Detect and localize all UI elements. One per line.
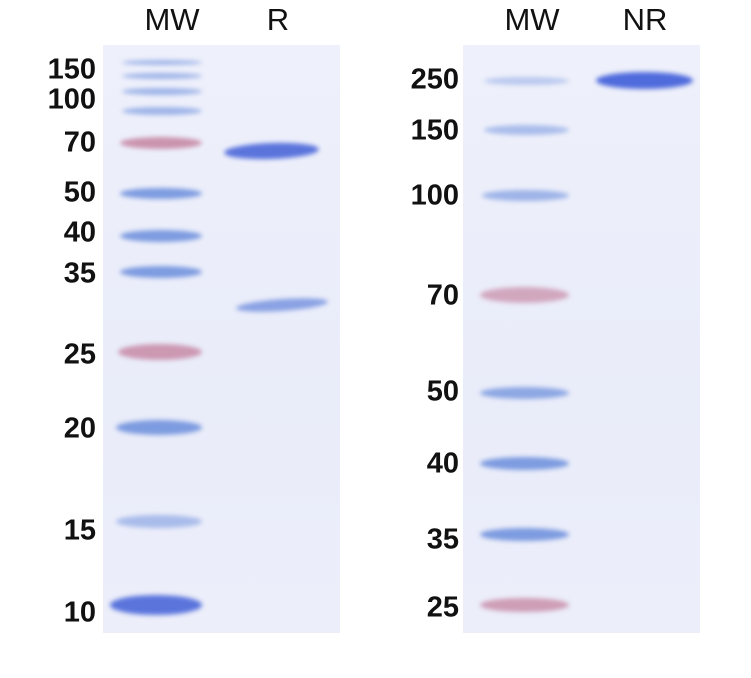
mw-label: 40: [63, 216, 96, 249]
ladder-band-20: [116, 420, 202, 435]
ladder-band-70: [480, 287, 569, 303]
mw-label: 250: [410, 63, 459, 96]
mw-label: 70: [426, 279, 459, 312]
ladder-band-15: [116, 515, 202, 528]
mw-label: 10: [63, 596, 96, 629]
mw-label: 15: [63, 514, 96, 547]
mw-label: 50: [63, 176, 96, 209]
ladder-band: [122, 88, 202, 95]
ladder-band-10: [110, 595, 202, 615]
lane-header-mw-right: MW: [504, 2, 560, 37]
mw-label: 150: [47, 53, 96, 86]
ladder-band: [122, 73, 202, 79]
ladder-band-50: [120, 188, 202, 199]
mw-label: 35: [426, 523, 459, 556]
mw-label: 100: [47, 83, 96, 116]
ladder-band-100: [482, 190, 569, 201]
ladder-band-35: [480, 528, 569, 541]
sample-band-intact: [596, 72, 693, 89]
mw-label: 20: [63, 412, 96, 445]
ladder-band-40: [480, 457, 569, 470]
ladder-band-70: [120, 137, 202, 149]
left-gel: [103, 45, 340, 633]
ladder-band: [122, 60, 202, 65]
ladder-band-35: [120, 266, 202, 278]
mw-label: 150: [410, 114, 459, 147]
lane-header-nr: NR: [622, 2, 668, 37]
mw-label: 25: [63, 338, 96, 371]
ladder-band-150: [484, 125, 569, 135]
lane-header-r: R: [266, 2, 290, 37]
ladder-band-25: [480, 598, 569, 612]
ladder-band-250: [484, 77, 569, 85]
mw-label: 40: [426, 447, 459, 480]
ladder-band: [122, 107, 202, 115]
mw-label: 100: [410, 179, 459, 212]
mw-label: 25: [426, 591, 459, 624]
mw-label: 35: [63, 257, 96, 290]
lane-header-mw-left: MW: [144, 2, 200, 37]
ladder-band-50: [480, 387, 569, 399]
ladder-band-40: [120, 230, 202, 242]
mw-label: 70: [63, 126, 96, 159]
mw-label: 50: [426, 375, 459, 408]
ladder-band-25: [118, 344, 202, 360]
